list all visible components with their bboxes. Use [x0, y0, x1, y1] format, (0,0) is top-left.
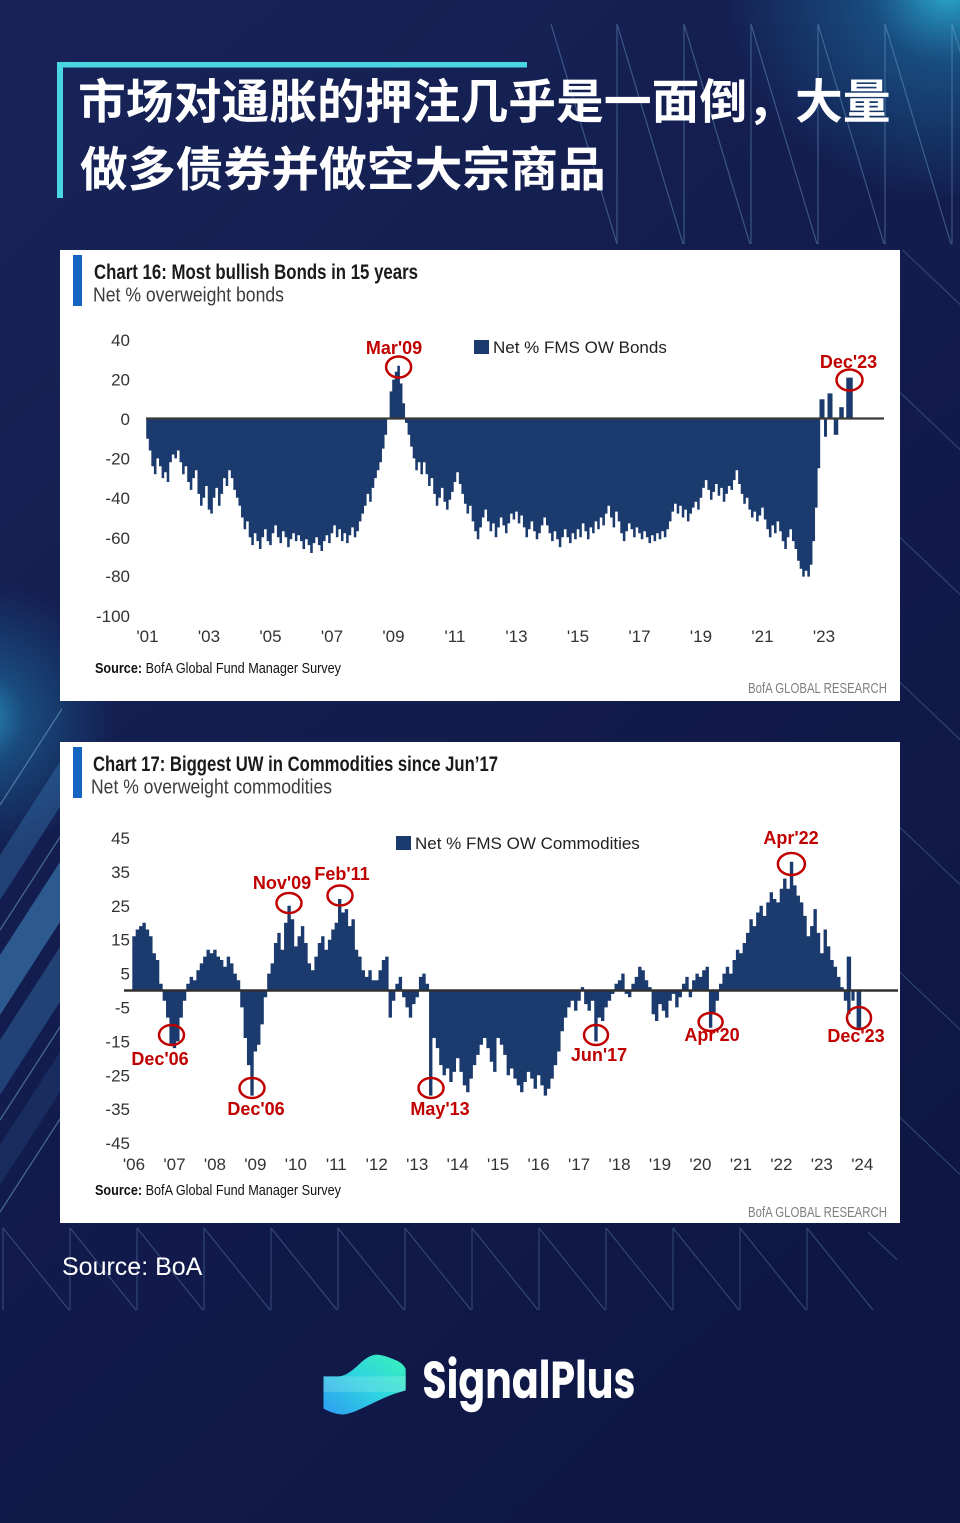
- svg-text:40: 40: [111, 331, 130, 350]
- svg-text:'15: '15: [487, 1155, 509, 1174]
- svg-text:'11: '11: [445, 627, 466, 646]
- svg-text:'13: '13: [406, 1155, 428, 1174]
- svg-text:Net % FMS OW Commodities: Net % FMS OW Commodities: [415, 834, 640, 853]
- svg-text:Dec'06: Dec'06: [227, 1099, 284, 1119]
- svg-text:'09: '09: [382, 627, 404, 646]
- svg-text:Apr'20: Apr'20: [684, 1025, 739, 1045]
- svg-text:-45: -45: [105, 1134, 130, 1153]
- svg-text:'18: '18: [608, 1155, 630, 1174]
- svg-text:Source: BofA Global Fund Mana: Source: BofA Global Fund Manager Survey: [95, 660, 341, 677]
- svg-text:BofA GLOBAL RESEARCH: BofA GLOBAL RESEARCH: [748, 1204, 887, 1221]
- svg-text:'20: '20: [689, 1155, 711, 1174]
- svg-text:20: 20: [111, 370, 130, 389]
- svg-text:'13: '13: [505, 627, 527, 646]
- svg-text:Dec'23: Dec'23: [820, 352, 877, 372]
- svg-text:'06: '06: [123, 1155, 145, 1174]
- svg-text:'17: '17: [628, 627, 650, 646]
- svg-text:'21: '21: [751, 627, 773, 646]
- svg-text:35: 35: [111, 863, 130, 882]
- svg-text:'11: '11: [326, 1155, 347, 1174]
- svg-text:Net % overweight commodities: Net % overweight commodities: [91, 777, 332, 799]
- svg-text:-15: -15: [105, 1032, 130, 1051]
- svg-text:-100: -100: [96, 607, 130, 626]
- svg-text:'09: '09: [244, 1155, 266, 1174]
- svg-text:-40: -40: [105, 489, 130, 508]
- svg-text:-20: -20: [105, 450, 130, 469]
- svg-text:'19: '19: [649, 1155, 671, 1174]
- svg-text:'01: '01: [136, 627, 158, 646]
- svg-text:-5: -5: [115, 999, 130, 1018]
- svg-text:5: 5: [121, 965, 130, 984]
- svg-text:'08: '08: [204, 1155, 226, 1174]
- svg-text:Net % FMS OW Bonds: Net % FMS OW Bonds: [493, 338, 667, 357]
- svg-text:'12: '12: [366, 1155, 388, 1174]
- svg-text:'21: '21: [730, 1155, 752, 1174]
- svg-text:BofA GLOBAL RESEARCH: BofA GLOBAL RESEARCH: [748, 680, 887, 697]
- svg-text:Feb'11: Feb'11: [314, 864, 369, 884]
- svg-text:'07: '07: [321, 627, 343, 646]
- svg-text:-25: -25: [105, 1066, 130, 1085]
- svg-text:-35: -35: [105, 1100, 130, 1119]
- svg-text:Jun'17: Jun'17: [571, 1045, 627, 1065]
- svg-text:25: 25: [111, 897, 130, 916]
- svg-text:'10: '10: [285, 1155, 307, 1174]
- svg-text:0: 0: [121, 410, 130, 429]
- svg-text:'23: '23: [811, 1155, 833, 1174]
- svg-text:Mar'09: Mar'09: [366, 338, 422, 358]
- svg-text:'05: '05: [259, 627, 281, 646]
- svg-text:'15: '15: [567, 627, 589, 646]
- svg-text:'24: '24: [851, 1155, 873, 1174]
- svg-text:-80: -80: [105, 567, 130, 586]
- svg-text:Apr'22: Apr'22: [763, 828, 818, 848]
- svg-text:'17: '17: [568, 1155, 590, 1174]
- svg-text:Chart 16: Most bullish Bonds i: Chart 16: Most bullish Bonds in 15 years: [94, 261, 418, 284]
- svg-text:'22: '22: [770, 1155, 792, 1174]
- svg-text:'19: '19: [690, 627, 712, 646]
- svg-text:Net % overweight bonds: Net % overweight bonds: [93, 285, 284, 307]
- svg-text:15: 15: [111, 931, 130, 950]
- svg-text:Dec'23: Dec'23: [827, 1026, 884, 1046]
- svg-text:'07: '07: [163, 1155, 185, 1174]
- svg-text:'23: '23: [813, 627, 835, 646]
- svg-text:'16: '16: [528, 1155, 550, 1174]
- svg-text:Source: BofA Global Fund Mana: Source: BofA Global Fund Manager Survey: [95, 1182, 341, 1199]
- svg-text:Dec'06: Dec'06: [131, 1049, 188, 1069]
- svg-text:Nov'09: Nov'09: [253, 873, 311, 893]
- svg-text:Chart 17: Biggest UW in Commod: Chart 17: Biggest UW in Commodities sinc…: [93, 753, 498, 776]
- svg-text:45: 45: [111, 829, 130, 848]
- svg-text:-60: -60: [105, 529, 130, 548]
- svg-text:May'13: May'13: [410, 1099, 469, 1119]
- svg-text:'03: '03: [198, 627, 220, 646]
- svg-text:'14: '14: [447, 1155, 469, 1174]
